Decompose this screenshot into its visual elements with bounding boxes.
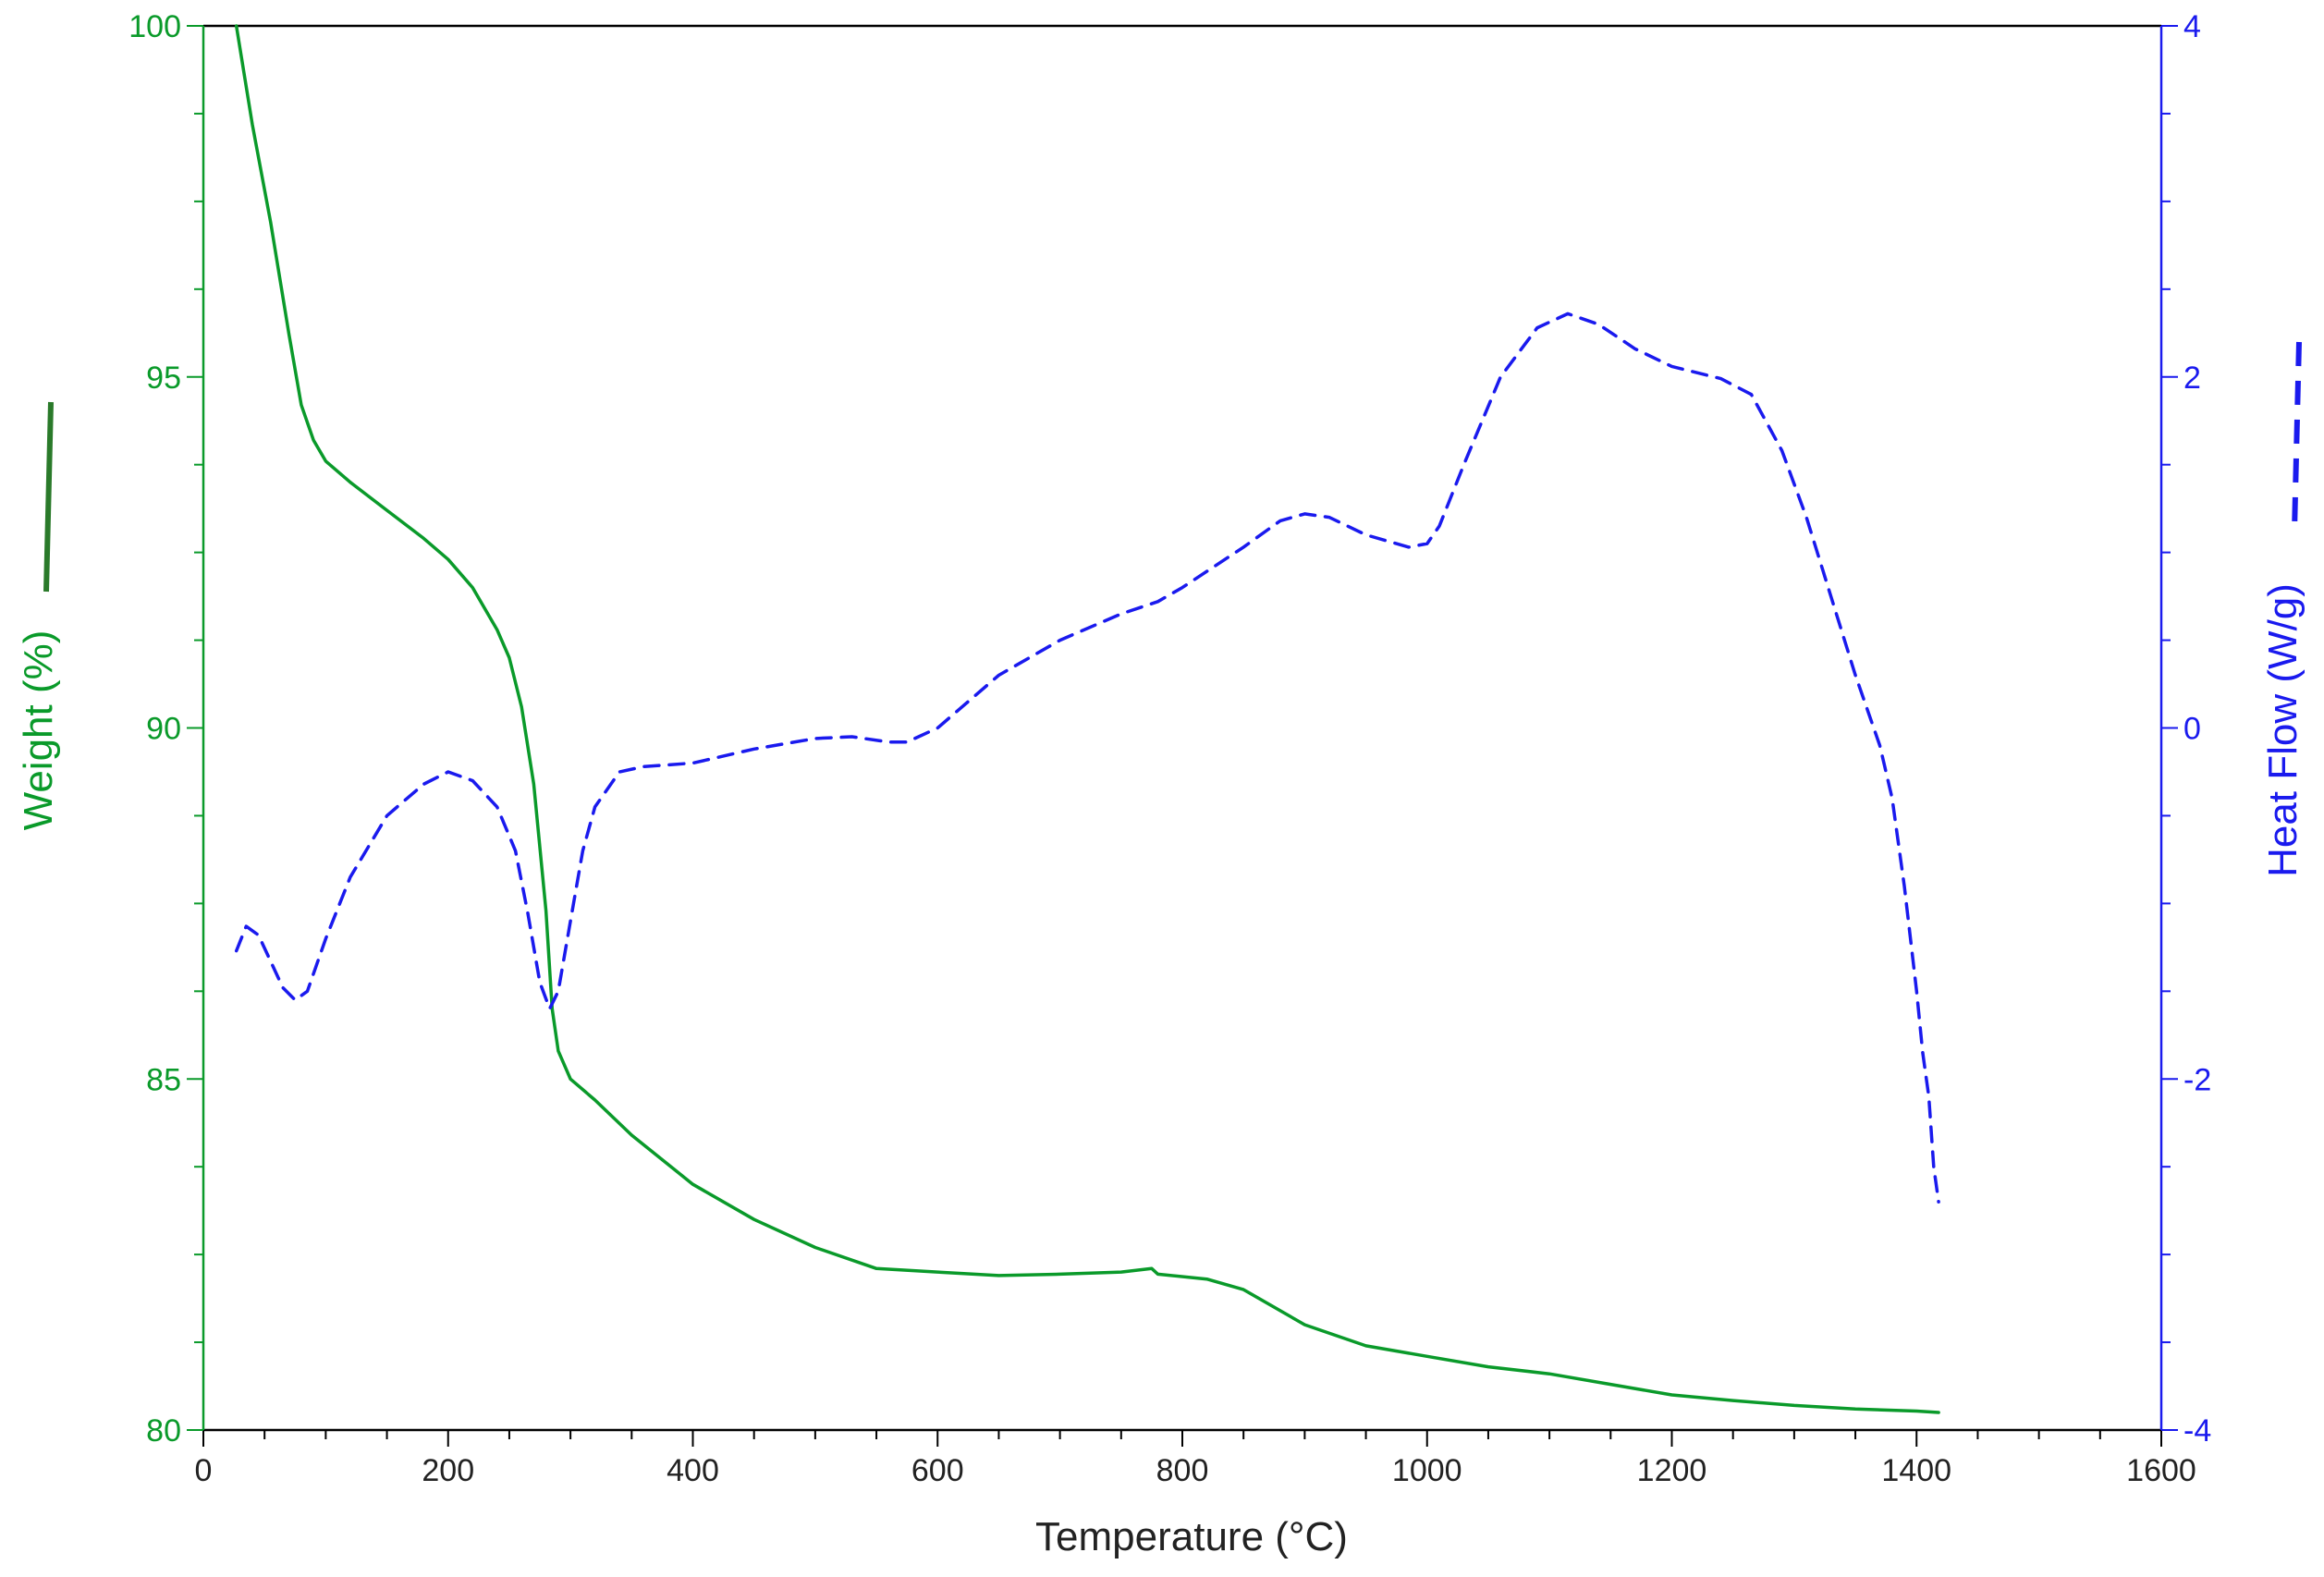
- weight-tick-label: 80: [146, 1413, 181, 1449]
- plot-frame: [202, 24, 2163, 1432]
- heat-flow-tick-label: 0: [2183, 712, 2201, 747]
- heat-flow-tick-label: 4: [2183, 9, 2201, 44]
- heat-flow-axis: -4 -2 0 2 4: [2161, 9, 2211, 1449]
- x-axis: 0 200 400 600 800 1000 1200 1400 1600: [195, 1430, 2196, 1488]
- weight-series-line: [234, 24, 1940, 1414]
- x-tick-label: 200: [422, 1453, 474, 1488]
- x-axis-title: Temperature (°C): [1035, 1514, 1348, 1559]
- x-tick-label: 1600: [2126, 1453, 2196, 1488]
- x-tick-label: 1400: [1881, 1453, 1951, 1488]
- x-tick-label: 400: [667, 1453, 719, 1488]
- heat-flow-tick-label: -4: [2183, 1413, 2211, 1449]
- heat-flow-series-line: [234, 312, 1940, 1204]
- weight-tick-label: 90: [146, 712, 181, 747]
- weight-tick-label: 100: [128, 9, 181, 44]
- x-tick-label: 1000: [1392, 1453, 1462, 1488]
- x-tick-label: 600: [911, 1453, 964, 1488]
- weight-legend-indicator: [43, 401, 54, 593]
- heat-flow-tick-label: 2: [2183, 361, 2201, 396]
- x-tick-label: 0: [195, 1453, 213, 1488]
- series-layer: [234, 24, 1940, 1414]
- weight-tick-label: 85: [146, 1062, 181, 1097]
- weight-axis-title: Weight (%): [16, 630, 61, 831]
- heat-flow-legend-indicator: [2292, 341, 2302, 532]
- heat-flow-tick-label: -2: [2183, 1062, 2211, 1097]
- weight-axis: 80 85 90 95 100: [128, 9, 203, 1449]
- heat-flow-axis-title: Heat Flow (W/g): [2260, 583, 2306, 877]
- x-tick-label: 1200: [1637, 1453, 1707, 1488]
- x-tick-label: 800: [1156, 1453, 1209, 1488]
- weight-tick-label: 95: [146, 361, 181, 396]
